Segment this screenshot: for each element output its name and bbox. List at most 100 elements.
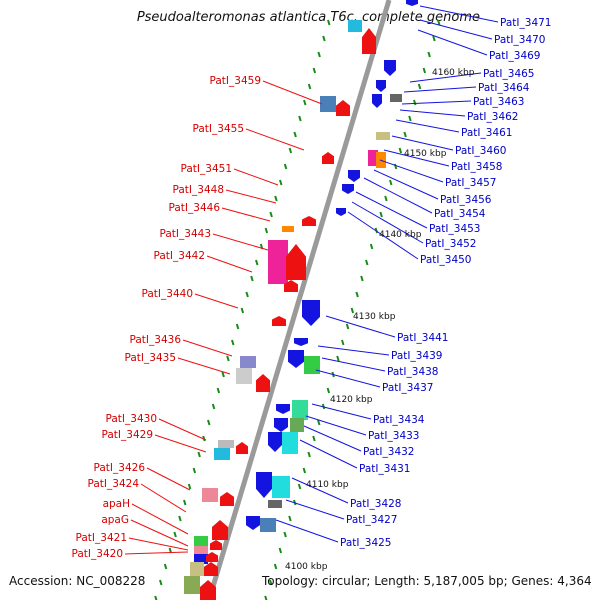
gene-block — [194, 536, 208, 546]
gene-label: PatI_3456 — [440, 194, 492, 206]
tick-mark — [432, 35, 436, 42]
tick-mark — [403, 131, 407, 138]
tick-mark — [408, 115, 412, 122]
tick-mark — [278, 547, 283, 554]
gene-block — [268, 500, 282, 508]
leader-line — [315, 369, 381, 388]
gene-label: PatI_3424 — [88, 478, 140, 490]
gene-block — [282, 432, 298, 454]
tick-mark — [422, 67, 427, 74]
gene-label: PatI_3471 — [500, 17, 551, 29]
gene-label: PatI_3448 — [173, 184, 224, 196]
gene-label: PatI_3469 — [489, 50, 540, 62]
gene-block — [282, 226, 294, 232]
tick-mark — [379, 211, 383, 218]
leader-line — [130, 519, 189, 547]
tick-mark — [312, 435, 316, 442]
reverse-gene-arrow — [294, 338, 308, 346]
gene-label: PatI_3459 — [210, 75, 261, 87]
leader-line — [221, 207, 271, 222]
kbp-label: 4110 kbp — [306, 480, 349, 490]
tick-marks — [154, 19, 441, 600]
leader-line — [285, 499, 345, 520]
leader-line — [419, 19, 493, 40]
tick-mark — [350, 307, 355, 314]
leader-line — [355, 191, 428, 229]
forward-gene-arrow — [284, 280, 298, 292]
reverse-gene-arrow — [372, 94, 382, 108]
reverse-gene-arrow — [276, 404, 290, 414]
tick-mark — [211, 403, 216, 410]
tick-mark — [279, 179, 283, 186]
kbp-markers: 4160 kbp 4150 kbp 4140 kbp 4130 kbp 4120… — [285, 68, 475, 572]
tick-mark — [250, 275, 254, 282]
forward-gene-arrow — [272, 316, 286, 326]
tick-mark — [274, 195, 278, 202]
tick-mark — [369, 243, 374, 250]
tick-mark — [341, 339, 345, 346]
reverse-gene-arrow — [406, 0, 418, 6]
gene-label: PatI_3446 — [169, 202, 221, 214]
leader-line — [417, 29, 488, 56]
tick-mark — [245, 291, 249, 298]
gene-label: PatI_3462 — [467, 111, 518, 123]
tick-mark — [336, 355, 340, 362]
tick-mark — [216, 387, 221, 394]
gene-label: PatI_3440 — [142, 288, 193, 300]
kbp-label: 4100 kbp — [285, 562, 328, 572]
map-title: Pseudoalteromonas atlantica T6c, complet… — [136, 10, 480, 25]
gene-block — [390, 94, 402, 102]
leader-line — [383, 149, 450, 167]
genome-summary-text: Topology: circular; Length: 5,187,005 bp… — [262, 574, 592, 588]
leader-line — [262, 80, 323, 105]
tick-mark — [365, 259, 369, 266]
gene-label: apaH — [103, 498, 130, 510]
gene-label: PatI_3460 — [455, 145, 506, 157]
tick-mark — [303, 99, 307, 106]
tick-mark — [226, 355, 230, 362]
forward-gene-arrow — [256, 374, 270, 392]
tick-mark — [183, 499, 187, 506]
tick-mark — [187, 483, 192, 490]
leader-line — [124, 551, 189, 555]
gene-label: PatI_3425 — [340, 537, 391, 549]
kbp-label: 4140 kbp — [379, 230, 422, 240]
gene-label: PatI_3453 — [429, 223, 480, 235]
leader-line — [409, 72, 482, 83]
gene-block — [240, 356, 256, 368]
gene-block — [304, 356, 320, 374]
backbone-line — [206, 0, 392, 600]
gene-block — [194, 546, 208, 554]
reverse-gene-arrow — [256, 472, 272, 498]
gene-label: PatI_3452 — [425, 238, 476, 250]
forward-gene-arrow — [210, 540, 222, 550]
tick-mark — [240, 307, 245, 314]
gene-block — [292, 400, 308, 420]
forward-gene-arrow — [286, 244, 306, 280]
tick-mark — [163, 563, 168, 570]
gene-label: PatI_3450 — [420, 254, 471, 266]
leader-line — [212, 233, 269, 251]
leader-line — [245, 128, 305, 151]
kbp-label: 4120 kbp — [330, 395, 373, 405]
leader-line — [311, 403, 372, 420]
gene-block — [272, 476, 290, 498]
right-gene-labels: PatI_3471 PatI_3470 PatI_3469 PatI_3465 … — [340, 17, 551, 549]
kbp-label: 4130 kbp — [353, 312, 396, 322]
tick-mark — [427, 51, 431, 58]
tick-mark — [288, 147, 293, 154]
tick-mark — [293, 131, 297, 138]
gene-label: PatI_3458 — [451, 161, 502, 173]
reverse-gene-arrow — [348, 170, 360, 182]
leader-line — [131, 503, 189, 535]
leader-line — [373, 169, 439, 200]
gene-label: PatI_3443 — [160, 228, 211, 240]
label-leader-lines — [124, 5, 499, 555]
leader-line — [303, 425, 362, 452]
gene-block — [194, 554, 208, 564]
gene-label: PatI_3438 — [387, 366, 438, 378]
kbp-label: 4160 kbp — [432, 68, 475, 78]
leader-line — [403, 86, 477, 93]
tick-mark — [326, 387, 331, 394]
leader-line — [233, 168, 279, 186]
